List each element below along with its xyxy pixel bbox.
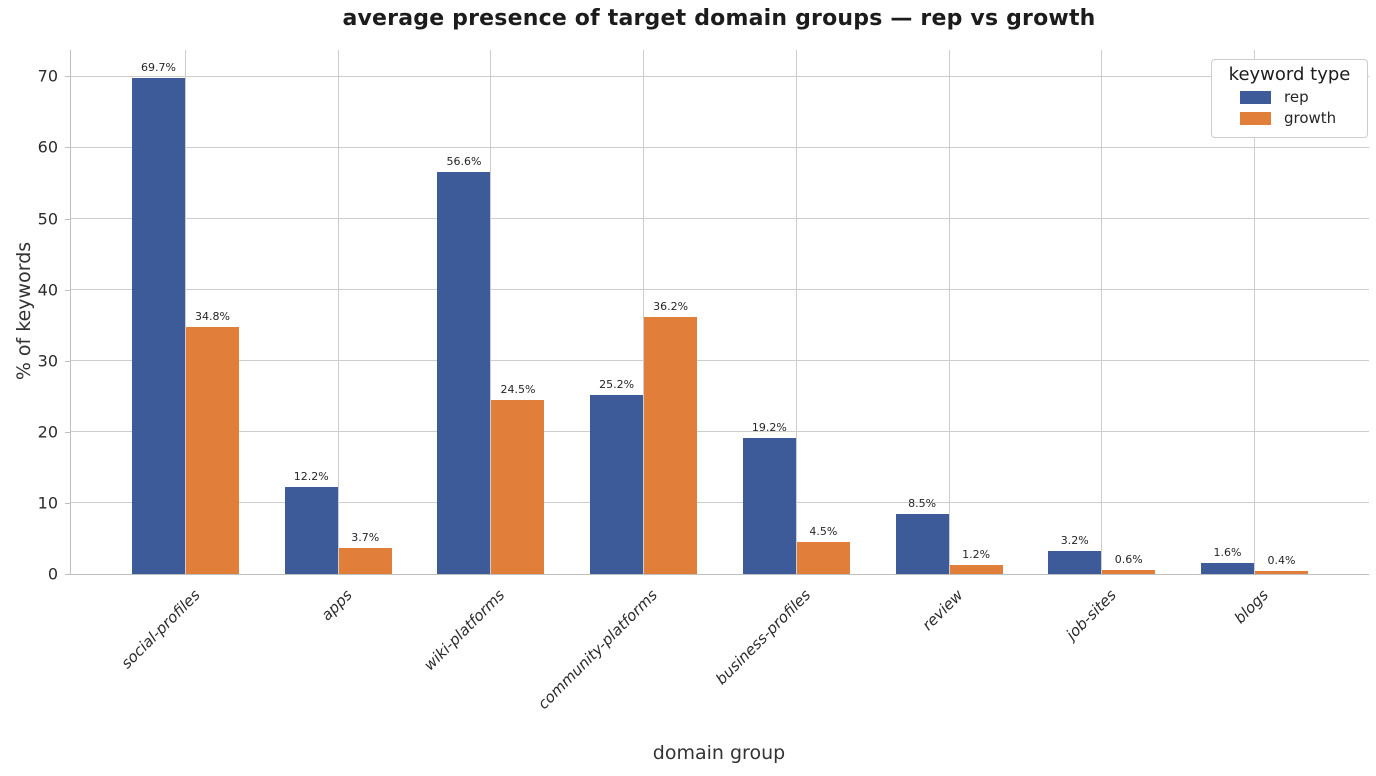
- x-tick-label-job-sites: job-sites: [1062, 586, 1120, 644]
- legend-entry-label: growth: [1284, 109, 1337, 127]
- y-tick-label: 40: [37, 280, 58, 300]
- y-tick-mark: [65, 147, 70, 149]
- gridline-vertical: [643, 50, 645, 574]
- legend-title: keyword type: [1228, 64, 1351, 85]
- bar-value-label: 19.2%: [751, 420, 787, 434]
- y-tick-mark: [65, 574, 70, 575]
- gridline-vertical: [490, 50, 492, 574]
- gridline-vertical: [1253, 50, 1255, 574]
- bar-rep-wiki-platforms: [437, 171, 491, 574]
- y-tick-label: 20: [37, 422, 58, 442]
- bar-value-label: 69.7%: [141, 61, 176, 75]
- y-tick-mark: [65, 289, 70, 291]
- bar-value-label: 4.5%: [809, 525, 838, 539]
- gridline-horizontal: [71, 502, 1369, 504]
- y-tick-label: 70: [37, 66, 58, 86]
- x-tick-label-community-platforms: community-platforms: [534, 586, 662, 713]
- y-tick-mark: [65, 218, 70, 220]
- gridline-horizontal: [71, 75, 1369, 77]
- legend-swatch-growth: [1240, 111, 1271, 125]
- bar-value-label: 1.2%: [962, 548, 991, 562]
- bar-growth-review: [949, 565, 1003, 574]
- y-tick-label: 30: [37, 351, 58, 371]
- legend-entry-label: rep: [1284, 88, 1309, 106]
- bar-value-label: 36.2%: [653, 299, 689, 313]
- y-axis-label: % of keywords: [13, 241, 35, 381]
- bar-growth-blogs: [1254, 571, 1308, 574]
- gridline-horizontal: [71, 360, 1369, 362]
- bar-value-label: 12.2%: [293, 470, 329, 484]
- bar-growth-wiki-platforms: [491, 399, 545, 574]
- bar-value-label: 56.6%: [446, 154, 482, 168]
- bar-growth-social-profiles: [186, 326, 240, 574]
- gridline-horizontal: [71, 431, 1369, 433]
- y-tick-label: 0: [47, 564, 58, 584]
- x-tick-label-review: review: [918, 586, 967, 635]
- x-tick-label-social-profiles: social-profiles: [117, 586, 204, 673]
- x-tick-label-wiki-platforms: wiki-platforms: [420, 586, 509, 675]
- bar-value-label: 1.6%: [1213, 545, 1242, 559]
- bar-rep-job-sites: [1048, 551, 1102, 574]
- bar-value-label: 0.6%: [1114, 552, 1143, 566]
- x-tick-label-blogs: blogs: [1231, 586, 1273, 628]
- bar-growth-job-sites: [1102, 569, 1156, 574]
- bar-rep-review: [895, 513, 949, 574]
- bar-rep-business-profiles: [742, 437, 796, 574]
- gridline-vertical: [337, 50, 339, 574]
- bar-value-label: 3.7%: [351, 530, 380, 544]
- chart-title: average presence of target domain groups…: [342, 6, 1096, 31]
- bar-value-label: 24.5%: [500, 382, 536, 396]
- legend: keyword type rep growth: [1211, 59, 1368, 138]
- bar-rep-apps: [284, 487, 338, 574]
- gridline-vertical: [795, 50, 797, 574]
- y-tick-mark: [65, 360, 70, 362]
- gridline-vertical: [948, 50, 950, 574]
- y-tick-mark: [65, 76, 70, 78]
- bar-value-label: 8.5%: [908, 496, 937, 510]
- legend-entry-growth: growth: [1240, 109, 1357, 127]
- bar-value-label: 3.2%: [1060, 534, 1089, 548]
- x-axis-label: domain group: [652, 742, 786, 764]
- bar-rep-blogs: [1200, 562, 1254, 574]
- bar-value-label: 25.2%: [599, 377, 635, 391]
- x-tick-label-apps: apps: [317, 586, 356, 625]
- x-tick-label-business-profiles: business-profiles: [711, 586, 815, 689]
- legend-entry-rep: rep: [1240, 88, 1357, 106]
- y-tick-mark: [65, 431, 70, 433]
- bar-growth-community-platforms: [644, 316, 698, 574]
- bar-rep-social-profiles: [132, 78, 186, 574]
- bar-growth-business-profiles: [796, 542, 850, 574]
- y-tick-label: 50: [37, 209, 58, 228]
- gridline-vertical: [1101, 50, 1103, 574]
- y-tick-mark: [65, 502, 70, 504]
- bar-value-label: 34.8%: [195, 309, 230, 323]
- legend-swatch-rep: [1240, 90, 1271, 104]
- bar-rep-community-platforms: [590, 394, 644, 574]
- y-tick-label: 60: [37, 137, 58, 157]
- bar-value-label: 0.4%: [1267, 554, 1296, 568]
- gridline-horizontal: [71, 218, 1369, 220]
- gridline-horizontal: [71, 289, 1369, 291]
- y-tick-label: 10: [37, 493, 58, 513]
- plot-area: 69.7% 12.2% 56.6% 25.2% 19.2% 8.5% 3.2% 1.6% 34.…: [70, 50, 1369, 575]
- gridline-horizontal: [71, 146, 1369, 148]
- bar-growth-apps: [338, 547, 392, 574]
- gridline-vertical: [185, 50, 187, 574]
